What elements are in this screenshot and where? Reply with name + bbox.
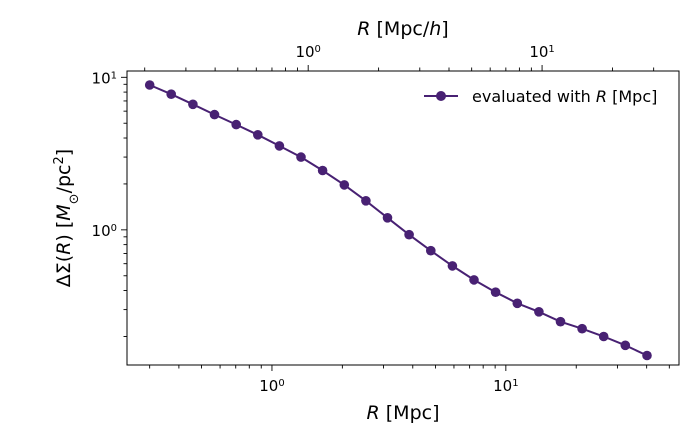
top-axis-label: R [Mpc/h] — [357, 18, 448, 40]
data-point — [469, 275, 479, 285]
data-point — [252, 130, 263, 140]
legend-label: evaluated with R [Mpc] — [472, 87, 657, 106]
legend-marker — [436, 91, 446, 101]
x-tick-label: 101 — [493, 377, 518, 395]
data-point — [620, 340, 631, 351]
data-point — [382, 213, 393, 223]
data-point — [274, 141, 285, 151]
data-point — [166, 89, 176, 99]
plot-area — [144, 80, 652, 361]
data-point — [209, 109, 220, 120]
top-x-tick-label: 101 — [529, 43, 554, 61]
x-tick-label: 100 — [259, 377, 284, 395]
data-point — [447, 261, 458, 271]
data-point — [317, 165, 328, 176]
data-point — [598, 331, 609, 342]
data-point — [296, 152, 306, 162]
data-point — [534, 307, 544, 317]
y-tick-label: 100 — [92, 222, 117, 240]
data-point — [144, 80, 155, 90]
top-x-tick-label: 100 — [295, 43, 320, 61]
data-point — [361, 196, 371, 206]
x-axis-label: R [Mpc] — [367, 402, 440, 424]
data-point — [555, 316, 566, 327]
data-point — [188, 99, 198, 110]
plot-frame — [126, 70, 680, 366]
minor-ticks — [121, 65, 670, 371]
series-line — [149, 84, 648, 357]
y-axis-label: ΔΣ(R) [M⊙/pc2] — [52, 149, 82, 287]
y-tick-label: 101 — [92, 69, 117, 87]
data-point — [404, 229, 414, 240]
data-point — [577, 323, 587, 334]
legend: evaluated with R [Mpc] — [424, 87, 657, 106]
data-point — [231, 119, 241, 130]
data-point — [339, 180, 350, 190]
data-point — [642, 350, 652, 361]
data-point — [426, 245, 436, 256]
data-point — [512, 298, 523, 309]
data-point — [490, 287, 501, 298]
